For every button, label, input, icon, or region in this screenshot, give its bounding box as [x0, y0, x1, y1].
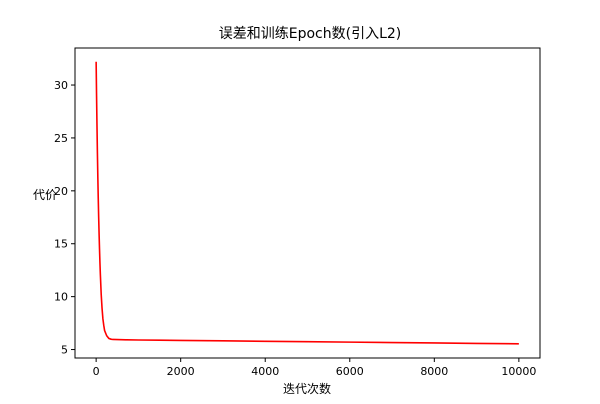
x-tick-label: 8000 — [420, 365, 448, 378]
x-tick-label: 6000 — [336, 365, 364, 378]
x-tick-label: 0 — [93, 365, 100, 378]
x-axis-label: 迭代次数 — [283, 381, 331, 396]
y-tick-label: 10 — [54, 291, 68, 304]
y-tick-label: 25 — [54, 132, 68, 145]
y-tick-label: 30 — [54, 79, 68, 92]
x-tick-label: 10000 — [501, 365, 536, 378]
y-axis-ticks: 5 10 15 20 25 30 — [54, 79, 75, 357]
x-tick-label: 4000 — [251, 365, 279, 378]
y-tick-label: 15 — [54, 238, 68, 251]
plot-area-frame — [74, 47, 541, 359]
x-axis-ticks: 0 2000 4000 6000 8000 10000 — [93, 358, 536, 378]
cost-line — [95, 61, 519, 345]
x-tick-label: 2000 — [167, 365, 195, 378]
y-tick-label: 5 — [61, 344, 68, 357]
y-axis-label: 代价 — [33, 188, 57, 202]
chart-title: 误差和训练Epoch数(引入L2) — [219, 26, 402, 42]
y-tick-label: 20 — [54, 185, 68, 198]
